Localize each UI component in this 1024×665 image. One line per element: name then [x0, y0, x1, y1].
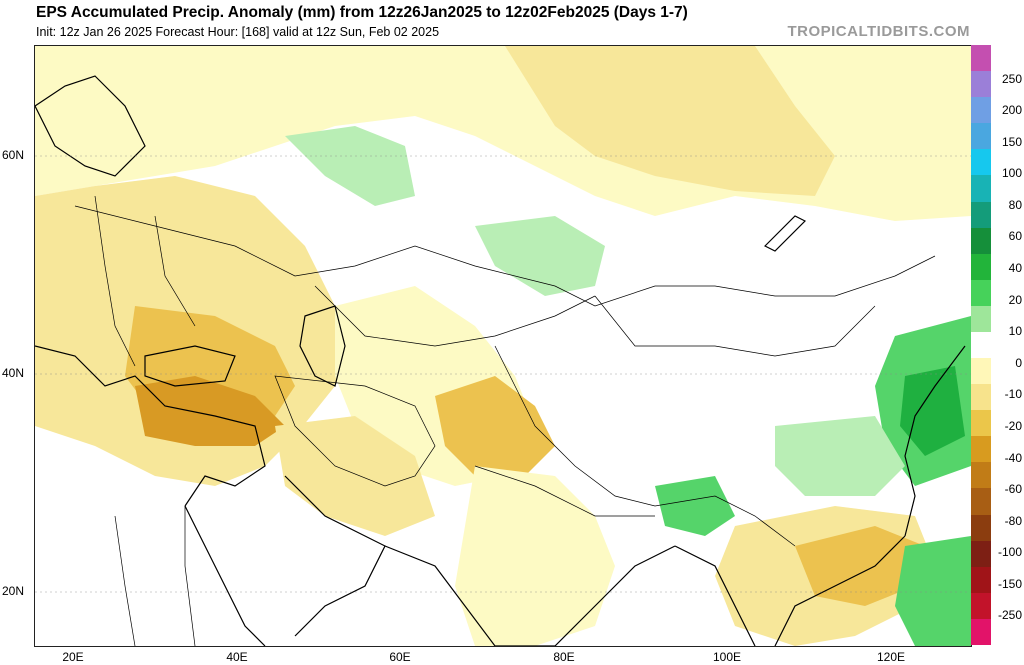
lon-label-40e: 40E: [226, 650, 248, 664]
colorbar-tick-label: 250: [1001, 71, 1022, 86]
colorbar-tick-label: 40: [1008, 261, 1022, 276]
chart-subtitle: Init: 12z Jan 26 2025 Forecast Hour: [16…: [36, 25, 440, 39]
colorbar-segment: [971, 71, 991, 98]
dry-region-india: [455, 466, 615, 646]
colorbar-segment: [971, 305, 991, 333]
colorbar-segment: [971, 436, 991, 463]
coast-southeast-asia: [674, 535, 906, 646]
coastlines: [35, 75, 966, 646]
colorbar-tick-label: -10: [1004, 387, 1022, 402]
wet-region-pacific: [895, 536, 971, 646]
dry-region-south-china: [795, 526, 925, 606]
colorbar-tick-label: -80: [1004, 513, 1022, 528]
colorbar-segment: [971, 540, 991, 568]
colorbar: [971, 45, 991, 646]
colorbar-tick-label: 200: [1001, 103, 1022, 118]
colorbar-tick-label: -150: [997, 576, 1022, 591]
colorbar-tick-label: -40: [1004, 450, 1022, 465]
border-kazakhstan: [314, 285, 596, 347]
grid-lines: [35, 155, 971, 593]
coast-china-east: [904, 345, 966, 537]
coast-arabia: [184, 505, 266, 646]
lat-label-40n: 40N: [2, 366, 25, 380]
colorbar-tick-label: -100: [997, 545, 1022, 560]
coast-black-sea: [144, 345, 236, 387]
colorbar-segment: [971, 331, 991, 359]
colorbar-tick-label: 10: [1008, 324, 1022, 339]
colorbar-segment: [971, 618, 991, 646]
border-russia-south: [74, 205, 936, 307]
dry-region-afghanistan: [435, 376, 555, 476]
dry-region-siberia: [505, 46, 835, 196]
colorbar-segment: [971, 175, 991, 202]
lon-label-20e: 20E: [62, 650, 84, 664]
lon-label-60e: 60E: [389, 650, 411, 664]
colorbar-segment: [971, 201, 991, 229]
colorbar-tick-label: 60: [1008, 229, 1022, 244]
colorbar-segment: [971, 566, 991, 594]
colorbar-tick-label: 150: [1001, 134, 1022, 149]
colorbar-tick-label: -20: [1004, 418, 1022, 433]
colorbar-segment: [971, 488, 991, 516]
lon-label-80e: 80E: [553, 650, 575, 664]
coast-baikal: [763, 215, 807, 252]
colorbar-tick-label: 80: [1008, 197, 1022, 212]
colorbar-segment: [971, 592, 991, 620]
wet-region-tianshan: [475, 216, 605, 296]
precip-anomaly-map: [34, 45, 972, 647]
lon-label-100e: 100E: [712, 650, 742, 664]
border-europe-2: [154, 215, 196, 327]
lon-label-120e: 120E: [876, 650, 906, 664]
colorbar-segment: [971, 462, 991, 489]
coast-europe-south: [35, 345, 266, 507]
dry-anomaly-regions: [35, 46, 971, 646]
wet-anomaly-regions: [285, 126, 971, 646]
country-borders: [74, 195, 936, 646]
colorbar-segment: [971, 227, 991, 255]
chart-title: EPS Accumulated Precip. Anomaly (mm) fro…: [36, 4, 688, 21]
colorbar-segment: [971, 279, 991, 307]
colorbar-segment: [971, 253, 991, 281]
colorbar-tick-label: -250: [997, 608, 1022, 623]
colorbar-segment: [971, 149, 991, 176]
colorbar-tick-label: 0: [1015, 355, 1022, 370]
lat-label-20n: 20N: [2, 584, 25, 598]
border-china-west: [494, 345, 796, 547]
colorbar-segment: [971, 384, 991, 411]
colorbar-tick-label: 100: [1001, 166, 1022, 181]
border-europe-1: [94, 195, 136, 367]
lat-label-60n: 60N: [2, 148, 25, 162]
colorbar-segment: [971, 45, 991, 72]
map-canvas: [35, 46, 971, 646]
dry-region-turkey: [135, 376, 285, 446]
colorbar-tick-label: 20: [1008, 292, 1022, 307]
colorbar-tick-label: -60: [1004, 482, 1022, 497]
wet-region-west-siberia: [285, 126, 415, 206]
border-iran: [274, 375, 436, 487]
border-africa: [114, 506, 196, 646]
colorbar-segment: [971, 97, 991, 124]
wet-region-korea-core: [900, 366, 965, 456]
colorbar-segment: [971, 123, 991, 150]
wet-region-east-china: [775, 416, 905, 496]
coast-scandinavia: [35, 75, 146, 177]
wet-region-himalaya: [655, 476, 735, 536]
colorbar-segment: [971, 358, 991, 385]
site-watermark: TROPICALTIDBITS.COM: [787, 23, 970, 40]
colorbar-segment: [971, 514, 991, 542]
colorbar-segment: [971, 410, 991, 437]
coast-india: [384, 545, 676, 646]
border-mongolia: [594, 295, 876, 357]
border-india: [474, 465, 655, 517]
